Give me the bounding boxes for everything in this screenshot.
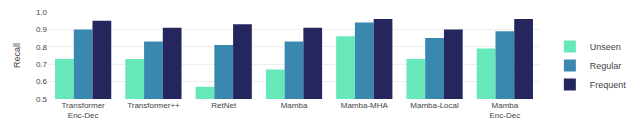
svg-text:0.8: 0.8 — [36, 43, 48, 52]
svg-text:Mamba-Local: Mamba-Local — [410, 101, 459, 110]
svg-text:Mamba: Mamba — [281, 101, 308, 110]
svg-text:0.6: 0.6 — [36, 77, 48, 86]
svg-text:0.7: 0.7 — [36, 60, 48, 69]
svg-text:0.9: 0.9 — [36, 25, 48, 34]
svg-text:Regular: Regular — [590, 61, 622, 71]
svg-text:0.5: 0.5 — [36, 95, 48, 104]
svg-text:MambaEnc-Dec: MambaEnc-Dec — [490, 101, 521, 120]
svg-text:Mamba-MHA: Mamba-MHA — [341, 101, 389, 110]
svg-text:Frequent: Frequent — [590, 80, 627, 90]
svg-text:Unseen: Unseen — [590, 42, 621, 52]
svg-text:Recall: Recall — [12, 43, 22, 68]
svg-text:TransformerEnc-Dec: TransformerEnc-Dec — [62, 101, 106, 120]
svg-text:RetNet: RetNet — [211, 101, 237, 110]
svg-text:1.0: 1.0 — [36, 8, 48, 17]
svg-text:Transformer++: Transformer++ — [127, 101, 180, 110]
